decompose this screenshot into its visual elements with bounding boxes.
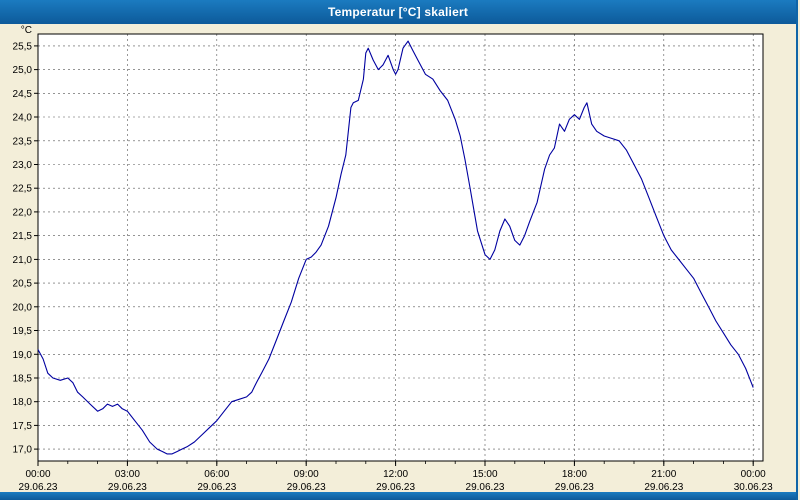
svg-text:°C: °C: [21, 25, 32, 36]
window-title-bar: Temperatur [°C] skaliert: [0, 0, 796, 24]
svg-text:29.06.23: 29.06.23: [197, 482, 236, 492]
svg-text:20,5: 20,5: [13, 279, 33, 290]
svg-text:24,5: 24,5: [13, 89, 33, 100]
svg-text:06:00: 06:00: [204, 469, 229, 480]
svg-text:18,0: 18,0: [13, 397, 33, 408]
svg-text:29.06.23: 29.06.23: [376, 482, 415, 492]
window-title: Temperatur [°C] skaliert: [327, 5, 469, 19]
svg-text:20,0: 20,0: [13, 302, 33, 313]
svg-text:00:00: 00:00: [741, 469, 766, 480]
svg-text:00:00: 00:00: [25, 469, 50, 480]
svg-text:18,5: 18,5: [13, 374, 33, 385]
svg-text:29.06.23: 29.06.23: [644, 482, 683, 492]
svg-text:25,5: 25,5: [13, 41, 33, 52]
svg-text:30.06.23: 30.06.23: [734, 482, 773, 492]
svg-text:19,0: 19,0: [13, 350, 33, 361]
svg-text:29.06.23: 29.06.23: [108, 482, 147, 492]
svg-text:03:00: 03:00: [115, 469, 140, 480]
chart-container: 17,0 17,5 18,0 18,5 19,0 19,5 20,0 20,5 21,0 21,5…: [0, 24, 796, 492]
svg-text:22,0: 22,0: [13, 207, 33, 218]
svg-text:17,0: 17,0: [13, 445, 33, 456]
svg-text:21:00: 21:00: [651, 469, 676, 480]
svg-text:18:00: 18:00: [562, 469, 587, 480]
temperature-chart: 17,0 17,5 18,0 18,5 19,0 19,5 20,0 20,5 21,0 21,5…: [13, 25, 774, 492]
svg-text:17,5: 17,5: [13, 421, 33, 432]
svg-text:29.06.23: 29.06.23: [555, 482, 594, 492]
svg-text:09:00: 09:00: [294, 469, 319, 480]
svg-text:21,0: 21,0: [13, 255, 33, 266]
svg-text:29.06.23: 29.06.23: [287, 482, 326, 492]
svg-text:21,5: 21,5: [13, 231, 33, 242]
svg-text:25,0: 25,0: [13, 65, 33, 76]
svg-text:29.06.23: 29.06.23: [19, 482, 58, 492]
svg-text:24,0: 24,0: [13, 113, 33, 124]
svg-text:22,5: 22,5: [13, 184, 33, 195]
svg-text:29.06.23: 29.06.23: [466, 482, 505, 492]
svg-text:23,0: 23,0: [13, 160, 33, 171]
svg-text:23,5: 23,5: [13, 136, 33, 147]
svg-text:15:00: 15:00: [472, 469, 497, 480]
svg-text:12:00: 12:00: [383, 469, 408, 480]
svg-text:19,5: 19,5: [13, 326, 33, 337]
bottom-bar: [0, 492, 796, 500]
